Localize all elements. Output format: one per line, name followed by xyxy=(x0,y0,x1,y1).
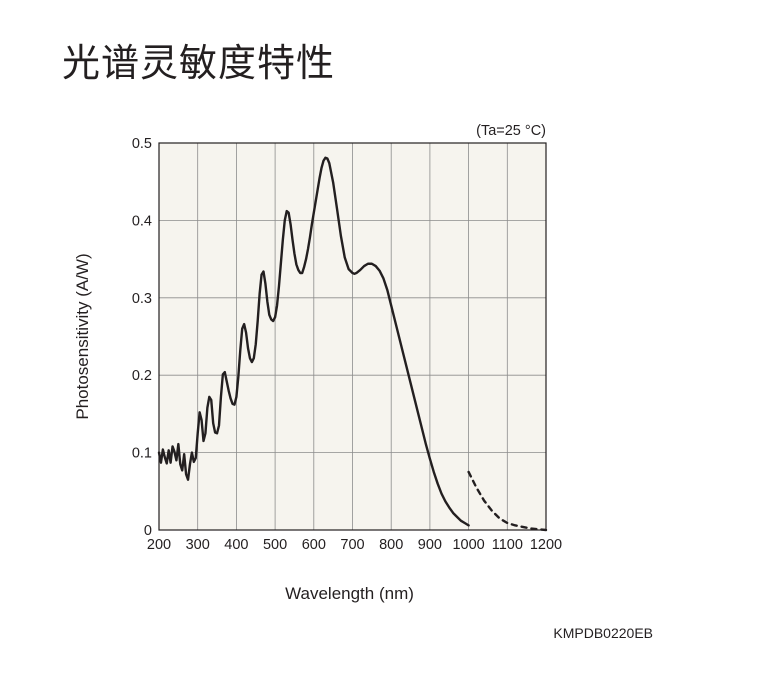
page-title: 光谱灵敏度特性 xyxy=(62,41,336,85)
y-axis-ticks: 0 0.1 0.2 0.3 0.4 0.5 xyxy=(132,136,152,539)
x-tick-label: 1100 xyxy=(492,537,523,553)
measurement-condition: (Ta=25 °C) xyxy=(476,123,546,139)
y-tick-label: 0 xyxy=(144,523,152,539)
x-tick-label: 800 xyxy=(379,537,403,553)
y-axis-label: Photosensitivity (A/W) xyxy=(73,253,92,419)
x-tick-label: 900 xyxy=(418,537,442,553)
x-tick-label: 400 xyxy=(224,537,248,553)
figure-code: KMPDB0220EB xyxy=(553,625,653,641)
x-tick-label: 600 xyxy=(302,537,326,553)
y-tick-label: 0.3 xyxy=(132,291,152,307)
y-tick-label: 0.2 xyxy=(132,368,152,384)
x-tick-label: 200 xyxy=(147,537,171,553)
y-tick-label: 0.1 xyxy=(132,446,152,462)
x-tick-label: 1000 xyxy=(452,537,484,553)
series-lines xyxy=(157,156,548,532)
x-tick-label: 700 xyxy=(340,537,364,553)
x-tick-label: 1200 xyxy=(530,537,562,553)
y-tick-label: 0.5 xyxy=(132,136,152,152)
y-tick-label: 0.4 xyxy=(132,213,152,229)
x-axis-ticks: 200 300 400 500 600 700 800 900 1000 1100 1200 xyxy=(147,537,562,553)
plot-frame xyxy=(158,142,547,531)
x-tick-label: 500 xyxy=(263,537,287,553)
x-tick-label: 300 xyxy=(186,537,210,553)
series-line-dashed xyxy=(467,470,548,532)
x-axis-label: Wavelength (nm) xyxy=(285,584,414,603)
series-line-solid xyxy=(157,156,470,527)
